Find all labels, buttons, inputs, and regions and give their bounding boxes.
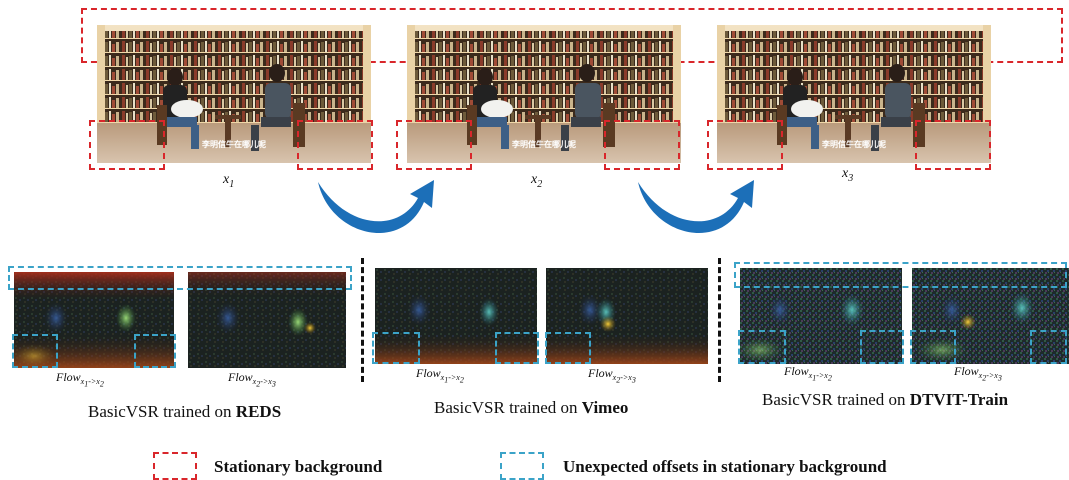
flow-map-dtvit-x2-x3-wrapper	[912, 268, 1069, 364]
group-divider	[361, 258, 364, 382]
video-frame-x3: 李明信牛在哪儿呢	[717, 25, 991, 163]
curved-arrow-icon	[318, 180, 434, 234]
frame-label-x1: x1	[223, 172, 235, 190]
flow-label-x1-x2: Flowx1->x2	[416, 366, 464, 385]
stationary-background-box-left-x1	[89, 120, 165, 170]
unexpected-offset-box-top-reds	[8, 266, 352, 290]
legend-offsets-label: Unexpected offsets in stationary backgro…	[563, 457, 887, 476]
legend-stationary-label: Stationary background	[214, 457, 383, 476]
frame-subtitle: 李明信牛在哪儿呢	[201, 139, 266, 149]
unexpected-offset-box-left-reds	[12, 334, 58, 368]
video-frame-x2: 李明信牛在哪儿呢	[407, 25, 681, 163]
video-frame-x1: 李明信牛在哪儿呢	[97, 25, 371, 163]
flow-label-x2-x3: Flowx2->x3	[588, 366, 636, 385]
unexpected-offset-box-right-reds	[134, 334, 176, 368]
flow-label-x2-x3: Flowx2->x3	[228, 370, 276, 389]
unexpected-offset-box-right-vimeo	[495, 332, 539, 364]
frame-label-x2: x2	[531, 172, 543, 190]
frame-subtitle: 李明信牛在哪儿呢	[511, 139, 576, 149]
flow-label-x2-x3: Flowx2->x3	[954, 364, 1002, 383]
frame-subtitle: 李明信牛在哪儿呢	[821, 139, 886, 149]
caption-dtvit-train: BasicVSR trained on DTVIT-Train	[762, 390, 1009, 409]
flow-label-x1-x2: Flowx1->x2	[56, 370, 104, 389]
flow-map-vimeo-x2-x3	[546, 268, 708, 364]
stationary-background-box-left-x3	[707, 120, 783, 170]
legend-stationary-swatch	[153, 452, 197, 480]
stationary-background-box-right-x2	[604, 120, 680, 170]
curved-arrow-icon	[638, 180, 754, 234]
flow-map-vimeo-x1-x2	[375, 268, 537, 364]
unexpected-offset-box-top-dtvit	[734, 262, 1067, 288]
unexpected-offset-box-mid-dtvit	[860, 330, 904, 364]
unexpected-offset-box-left-dtvit	[738, 330, 786, 364]
group-divider	[718, 258, 721, 382]
caption-vimeo: BasicVSR trained on Vimeo	[434, 398, 629, 417]
flow-label-x1-x2: Flowx1->x2	[784, 364, 832, 383]
frame-label-x3: x3	[842, 166, 854, 184]
flow-map-dtvit-x1-x2	[740, 268, 902, 364]
caption-reds: BasicVSR trained on REDS	[88, 402, 282, 421]
stationary-background-box-right-x1	[297, 120, 373, 170]
stationary-background-box-right-x3	[915, 120, 991, 170]
flow-map-dtvit-x2-x3	[912, 268, 1069, 364]
legend-offsets-swatch	[500, 452, 544, 480]
unexpected-offset-box-mid2-dtvit	[910, 330, 956, 364]
stationary-background-box-left-x2	[396, 120, 472, 170]
unexpected-offset-box-left-vimeo-2	[545, 332, 591, 364]
unexpected-offset-box-right-dtvit	[1030, 330, 1067, 364]
unexpected-offset-box-left-vimeo	[372, 332, 420, 364]
